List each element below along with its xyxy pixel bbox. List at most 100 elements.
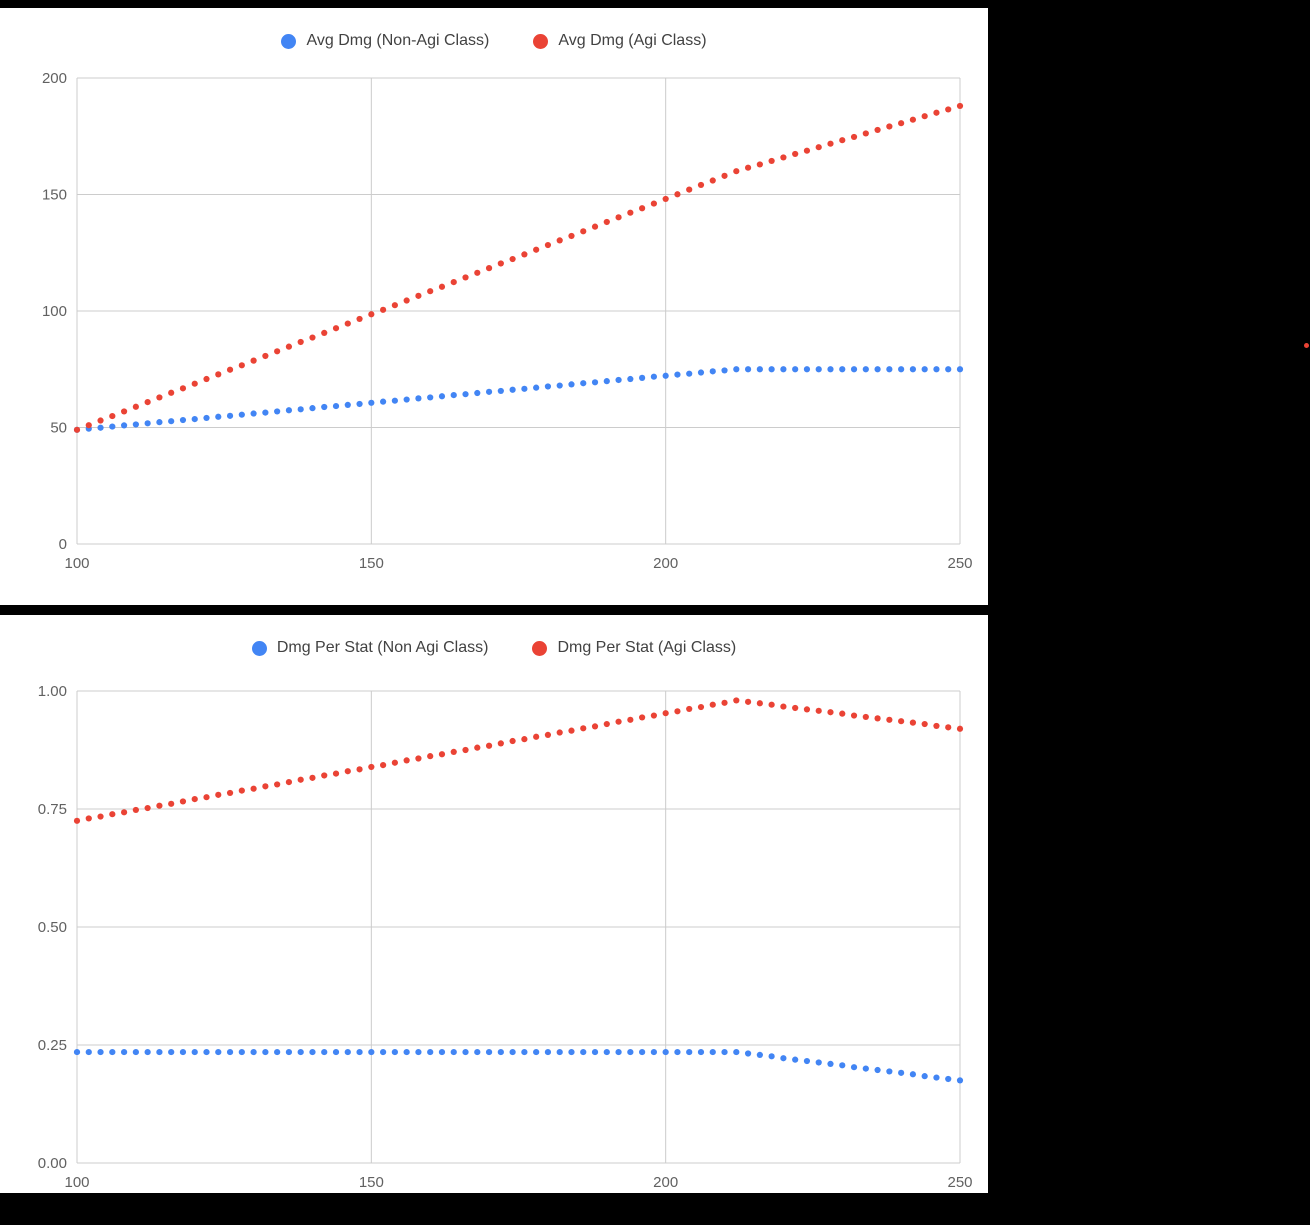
data-point bbox=[697, 181, 705, 189]
data-point bbox=[533, 1048, 540, 1056]
y-tick-label: 200 bbox=[42, 70, 67, 87]
x-tick-label: 200 bbox=[653, 1174, 678, 1191]
data-point bbox=[509, 737, 516, 745]
data-point bbox=[898, 366, 905, 373]
dmg-per-stat-chart[interactable]: Dmg Per Stat (Non Agi Class) Dmg Per Sta… bbox=[0, 615, 988, 1193]
data-point bbox=[544, 1048, 552, 1056]
y-tick-label: 0.25 bbox=[38, 1037, 67, 1054]
data-point bbox=[191, 416, 198, 423]
data-point bbox=[909, 1071, 917, 1078]
data-point bbox=[85, 815, 92, 822]
data-point bbox=[132, 403, 139, 410]
data-point bbox=[603, 378, 610, 385]
data-point bbox=[462, 274, 469, 281]
data-point bbox=[427, 288, 434, 295]
data-point bbox=[898, 718, 905, 725]
data-point bbox=[391, 397, 398, 404]
data-point bbox=[921, 366, 928, 373]
data-point bbox=[415, 395, 422, 402]
data-point bbox=[391, 302, 398, 309]
data-point bbox=[874, 126, 881, 134]
data-point bbox=[368, 399, 375, 406]
data-point bbox=[97, 424, 104, 431]
legend-item: Avg Dmg (Agi Class) bbox=[533, 32, 707, 50]
avg-dmg-chart[interactable]: Avg Dmg (Non-Agi Class) Avg Dmg (Agi Cla… bbox=[0, 8, 988, 605]
data-point bbox=[803, 147, 811, 154]
data-point bbox=[191, 795, 198, 803]
data-point bbox=[639, 714, 646, 721]
data-point bbox=[109, 423, 116, 430]
data-point bbox=[780, 366, 787, 373]
data-point bbox=[427, 1048, 434, 1056]
data-point bbox=[250, 785, 257, 792]
data-point bbox=[580, 1048, 587, 1056]
y-tick-label: 0.00 bbox=[38, 1155, 67, 1172]
data-point bbox=[285, 343, 293, 350]
legend-label: Dmg Per Stat (Agi Class) bbox=[557, 639, 737, 656]
data-point bbox=[403, 757, 410, 764]
data-point bbox=[898, 120, 905, 127]
data-point bbox=[73, 817, 81, 824]
data-point bbox=[544, 241, 552, 249]
data-point bbox=[168, 389, 175, 396]
x-tick-label: 100 bbox=[64, 1174, 89, 1191]
chart-canvas: 100 150 200 250 0 50 100 150 200 bbox=[42, 70, 973, 572]
data-point bbox=[697, 369, 705, 376]
data-point bbox=[450, 1048, 457, 1056]
data-point bbox=[662, 1048, 669, 1056]
data-point bbox=[344, 320, 351, 327]
data-point bbox=[238, 787, 245, 794]
data-point bbox=[356, 315, 363, 323]
data-point bbox=[497, 260, 504, 267]
data-point bbox=[156, 1048, 163, 1056]
data-point bbox=[945, 1075, 952, 1083]
data-point bbox=[556, 237, 563, 244]
data-point bbox=[921, 720, 928, 728]
data-point bbox=[438, 751, 446, 758]
data-point bbox=[780, 1055, 787, 1062]
data-point bbox=[120, 1048, 128, 1056]
data-point bbox=[945, 724, 952, 731]
y-tick-label: 0 bbox=[59, 536, 67, 553]
data-point bbox=[203, 1048, 210, 1056]
data-point bbox=[462, 391, 469, 398]
y-tick-label: 0.50 bbox=[38, 919, 67, 936]
data-point bbox=[686, 370, 693, 377]
data-point bbox=[568, 232, 575, 240]
data-point bbox=[568, 1048, 575, 1056]
series-color-dot-icon bbox=[532, 640, 548, 656]
data-point bbox=[309, 405, 316, 412]
data-point bbox=[862, 1065, 869, 1072]
data-point bbox=[803, 706, 811, 713]
x-tick-label: 250 bbox=[947, 555, 972, 572]
data-point bbox=[262, 1048, 269, 1056]
data-point bbox=[721, 699, 728, 706]
series-color-dot-icon bbox=[281, 33, 297, 49]
data-point bbox=[321, 772, 328, 779]
data-point bbox=[485, 388, 493, 395]
data-point bbox=[533, 733, 540, 740]
data-point bbox=[191, 380, 198, 387]
x-tick-label: 100 bbox=[64, 555, 89, 572]
data-point bbox=[297, 406, 304, 413]
data-point bbox=[603, 218, 610, 226]
data-point bbox=[474, 389, 481, 397]
data-point bbox=[215, 1048, 222, 1056]
data-point bbox=[862, 713, 869, 721]
data-point bbox=[898, 1069, 905, 1076]
data-point bbox=[380, 398, 387, 405]
data-point bbox=[956, 1077, 964, 1084]
data-point bbox=[203, 794, 210, 801]
legend-item: Dmg Per Stat (Agi Class) bbox=[532, 639, 736, 657]
data-point bbox=[415, 755, 422, 762]
data-point bbox=[815, 707, 822, 714]
data-point bbox=[332, 770, 340, 777]
data-point bbox=[874, 715, 881, 722]
data-point bbox=[321, 403, 328, 411]
legend-item: Avg Dmg (Non-Agi Class) bbox=[281, 32, 489, 50]
data-point bbox=[450, 748, 457, 755]
data-point bbox=[332, 402, 340, 410]
data-point bbox=[179, 798, 187, 805]
data-point bbox=[639, 205, 646, 212]
x-tick-label: 150 bbox=[359, 1174, 384, 1191]
